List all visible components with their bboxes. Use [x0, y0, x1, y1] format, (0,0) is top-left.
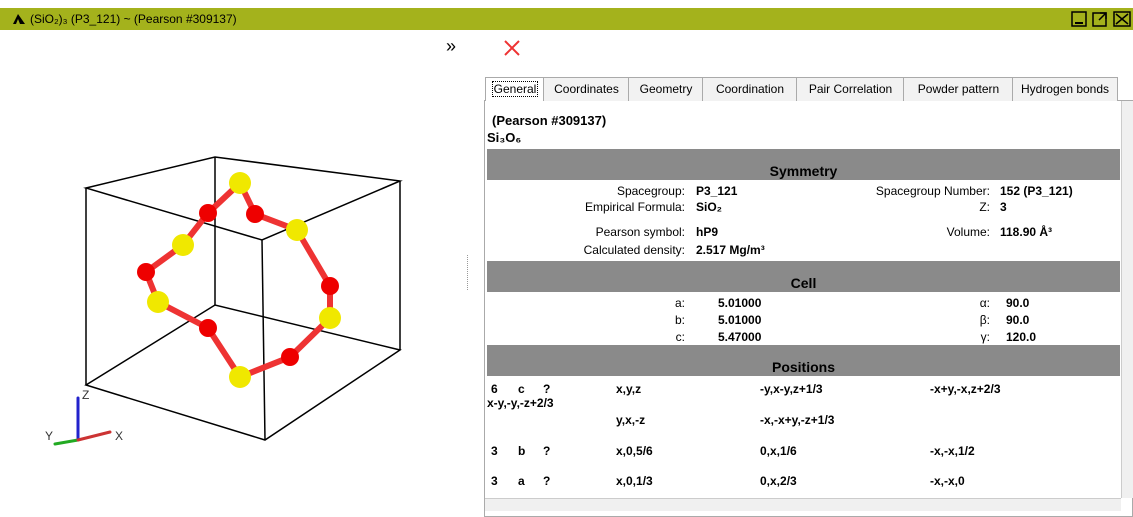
axis-label: X: [115, 429, 123, 443]
symmetry-op: -y,x-y,z+1/3: [760, 382, 823, 396]
symmetry-label: Spacegroup:: [485, 184, 685, 198]
symmetry-op: 0,x,2/3: [760, 474, 797, 488]
symmetry-op: x,0,5/6: [616, 444, 653, 458]
section-header: Positions: [487, 345, 1120, 376]
cell-label: α:: [790, 296, 990, 310]
symmetry-op: y,x,-z: [616, 413, 645, 427]
vertical-scrollbar[interactable]: [1121, 101, 1133, 498]
cell-label: b:: [485, 313, 685, 327]
splitter[interactable]: [467, 255, 471, 290]
site-symmetry: ?: [543, 474, 550, 488]
tab[interactable]: General: [485, 77, 545, 101]
site-symmetry: ?: [543, 382, 550, 396]
tab[interactable]: Pair Correlation: [796, 77, 905, 101]
collapse-button[interactable]: »: [446, 36, 456, 57]
wyckoff: a: [518, 474, 525, 488]
symmetry-label: Z:: [790, 200, 990, 214]
symmetry-value: P3_121: [696, 184, 737, 198]
horizontal-scrollbar[interactable]: [485, 498, 1121, 511]
cell-value: 90.0: [1006, 296, 1029, 310]
symmetry-label: Spacegroup Number:: [790, 184, 990, 198]
cell-value: 5.01000: [718, 313, 761, 327]
close-panel[interactable]: [503, 39, 521, 57]
symmetry-op: 0,x,1/6: [760, 444, 797, 458]
cell-value: 5.47000: [718, 330, 761, 344]
cell-label: γ:: [790, 330, 990, 344]
tab[interactable]: Powder pattern: [903, 77, 1014, 101]
axis-label: Z: [82, 388, 89, 402]
tab[interactable]: Hydrogen bonds: [1012, 77, 1118, 101]
symmetry-value: 3: [1000, 200, 1007, 214]
cell-value: 90.0: [1006, 313, 1029, 327]
symmetry-value: 152 (P3_121): [1000, 184, 1073, 198]
symmetry-value: 2.517 Mg/m³: [696, 243, 765, 257]
window-title: (SiO₂)₃ (P3_121) ~ (Pearson #309137): [30, 12, 237, 26]
symmetry-label: Empirical Formula:: [485, 200, 685, 214]
wyckoff: b: [518, 444, 525, 458]
tab[interactable]: Geometry: [628, 77, 704, 101]
symmetry-value: hP9: [696, 225, 718, 239]
symmetry-op: -x+y,-x,z+2/3: [930, 382, 1001, 396]
symmetry-label: Pearson symbol:: [485, 225, 685, 239]
cell-label: β:: [790, 313, 990, 327]
axis-label: Y: [45, 429, 53, 443]
multiplicity: 3: [491, 444, 498, 458]
wyckoff: c: [518, 382, 525, 396]
symmetry-label: Calculated density:: [485, 243, 685, 257]
section-header: Symmetry: [487, 149, 1120, 180]
section-header: Cell: [487, 261, 1120, 292]
symmetry-value: SiO₂: [696, 200, 722, 214]
window-controls[interactable]: [1070, 10, 1132, 28]
symmetry-op: -x,-x+y,-z+1/3: [760, 413, 834, 427]
site-symmetry: ?: [543, 444, 550, 458]
tab[interactable]: Coordinates: [543, 77, 630, 101]
structure-viewer[interactable]: [0, 30, 470, 517]
symmetry-op: -x,-x,1/2: [930, 444, 975, 458]
multiplicity: 6: [491, 382, 498, 396]
symmetry-value: 118.90 Å³: [1000, 225, 1052, 239]
cell-label: c:: [485, 330, 685, 344]
cell-label: a:: [485, 296, 685, 310]
cell-value: 120.0: [1006, 330, 1036, 344]
formula: Si₃O₆: [487, 130, 521, 145]
app-icon: [12, 13, 26, 25]
cell-value: 5.01000: [718, 296, 761, 310]
multiplicity: 3: [491, 474, 498, 488]
symmetry-op: x-y,-y,-z+2/3: [487, 396, 554, 410]
symmetry-op: x,0,1/3: [616, 474, 653, 488]
symmetry-op: -x,-x,0: [930, 474, 965, 488]
structure-name: (Pearson #309137): [492, 113, 606, 128]
tab[interactable]: Coordination: [702, 77, 798, 101]
symmetry-op: x,y,z: [616, 382, 641, 396]
symmetry-label: Volume:: [790, 225, 990, 239]
page: (SiO₂)₃ (P3_121) ~ (Pearson #309137) Z Y…: [0, 0, 1133, 517]
